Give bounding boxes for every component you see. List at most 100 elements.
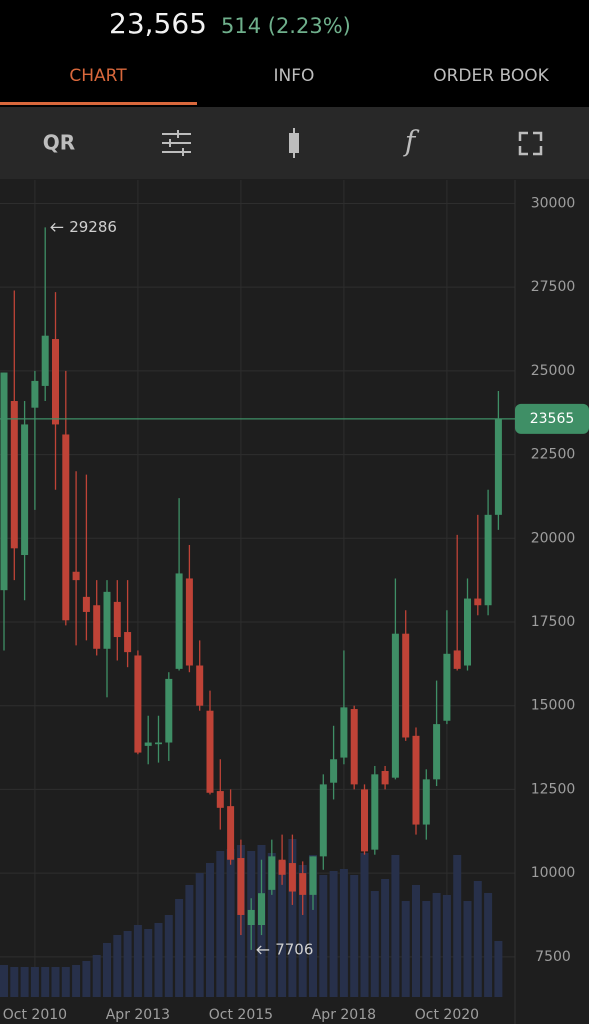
volume-bar [463,901,472,997]
volume-bar [298,865,307,997]
volume-bar [442,895,451,997]
y-tick-label: 30000 [531,195,576,211]
candle-body [216,791,224,808]
candle-body [237,858,245,915]
candle-body [10,400,18,549]
candle-body [464,598,471,666]
tab[interactable]: INFO [274,66,315,86]
volume-bar [360,853,369,997]
volume-bar [72,965,81,997]
candle-body [350,709,358,785]
y-tick-label: 20000 [531,530,576,546]
volume-bar [123,931,132,997]
y-tick-label: 17500 [531,614,576,630]
volume-bar [494,941,503,997]
volume-bar [391,855,400,997]
candle-body [155,742,162,745]
annotation-label: 29286 [69,218,117,236]
candle-body [134,655,142,753]
x-tick-label: Apr 2018 [312,1007,376,1023]
y-tick-label: 7500 [535,949,571,965]
candle-body [0,372,8,591]
candle-body [206,710,214,793]
candle-body [433,724,441,780]
candle-body [309,856,317,895]
volume-bar [370,891,379,997]
volume-bar [103,943,111,997]
volume-bar [381,879,390,997]
volume-bar [267,853,276,997]
volume-bar [216,851,225,997]
volume-bar [51,967,60,997]
candle-body [371,774,379,850]
fullscreen-icon[interactable] [518,131,543,156]
tab[interactable]: CHART [69,66,127,86]
qr-button[interactable]: QR [43,131,75,155]
volume-bar [41,967,50,997]
volume-bar [133,925,142,997]
volume-bar [20,967,29,997]
candle-body [165,678,173,743]
volume-bar [61,967,70,997]
volume-bar [484,893,493,997]
x-tick-label: Oct 2015 [209,1007,273,1023]
candle-body [391,633,399,778]
price-tag [515,403,589,434]
candle-body [124,632,132,653]
candle-body [330,759,338,783]
candle-body [402,633,410,738]
volume-bar [350,875,359,997]
volume-bar [144,929,153,997]
volume-bar [0,965,8,997]
volume-bar [206,863,214,997]
volume-bar [401,901,410,997]
candle-body [72,571,80,581]
candle-icon[interactable] [289,128,299,158]
candle-body [361,789,368,852]
y-tick-label: 12500 [531,781,576,797]
candle-body [494,418,502,515]
annotation-label: 7706 [275,940,313,958]
volume-bar [30,967,39,997]
candle-body [82,596,90,612]
annotation-arrow [50,222,64,232]
candle-body [103,591,111,649]
y-tick-label: 25000 [531,363,576,379]
volume-bar [432,893,441,997]
candle-body [340,707,348,758]
candle-body [381,770,389,785]
candle-body [278,859,286,875]
volume-bar [473,881,482,997]
tab[interactable]: ORDER BOOK [433,66,549,86]
price-tag-label: 23565 [530,411,575,427]
price-change: 514 (2.23%) [221,14,351,38]
volume-bar [319,875,328,997]
candle-body [113,601,121,638]
volume-bar [175,899,184,997]
plot: 7500 10000 12500 15000 17500 20000 22500 25000 2… [0,180,589,1024]
candle-body [175,573,183,669]
candle-body [41,335,49,386]
candle-body [453,650,461,669]
volume-bar [453,855,462,997]
candle-body [62,434,70,621]
volume-bar [412,885,420,997]
volume-bar [226,849,235,997]
volume-bar [10,967,19,997]
tab-indicator [0,102,197,105]
candle-body [93,605,101,649]
candle-body [144,742,152,746]
header-bg [0,0,589,107]
y-tick-label: 27500 [531,279,576,295]
volume-bar [164,915,173,997]
candle-body [422,779,430,825]
y-tick-label: 22500 [531,447,576,463]
settings-icon[interactable] [162,130,191,156]
candle-body [247,909,255,926]
candle-body [21,424,29,556]
candle-body [52,339,59,425]
candle-body [319,784,327,857]
